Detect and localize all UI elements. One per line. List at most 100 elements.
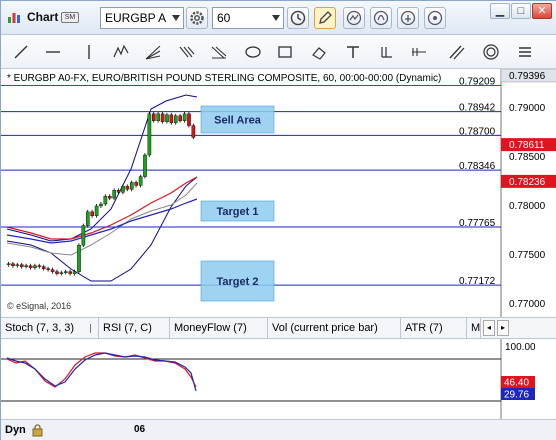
close-icon[interactable] — [90, 324, 96, 333]
symbol-input[interactable]: EURGBP A — [100, 7, 184, 29]
candle-body — [68, 271, 72, 274]
price-marker-label: 0.78236 — [509, 177, 546, 188]
zone-box — [200, 105, 275, 134]
gear-icon — [190, 11, 204, 25]
candle-body — [147, 113, 152, 156]
text-tool-icon — [347, 46, 359, 58]
fan-tool[interactable] — [141, 40, 165, 64]
eraser-icon — [312, 47, 326, 60]
moving-average-red — [6, 176, 198, 240]
level-label: 0.78346 — [459, 161, 496, 172]
candle-body — [42, 266, 46, 269]
price-marker — [501, 138, 556, 152]
studies-icon — [346, 10, 362, 26]
vertical-line-tool[interactable] — [77, 40, 101, 64]
zone-label: Sell Area — [214, 115, 262, 127]
level-label: 0.79209 — [459, 77, 496, 88]
minimize-button[interactable]: ▁ — [490, 3, 510, 19]
stochastic-panel[interactable]: 100.00 46.40 29.76 — [1, 339, 556, 419]
draw-mode-button[interactable] — [314, 7, 336, 29]
cycles-tool[interactable] — [479, 40, 503, 64]
fibonacci-tool[interactable] — [175, 40, 199, 64]
parallel-lines-tool[interactable] — [445, 40, 469, 64]
ellipse-icon — [245, 46, 261, 58]
candle-body — [6, 263, 11, 265]
candle-body — [11, 263, 15, 266]
tab-label: MoneyFlow (7) — [174, 322, 247, 334]
sm-badge[interactable]: SM — [61, 12, 79, 23]
trendline-tool[interactable] — [9, 40, 33, 64]
candle-body — [94, 205, 99, 216]
horizontal-line-tool[interactable] — [41, 40, 65, 64]
regression-icon — [412, 48, 426, 56]
level-label: 0.78700 — [459, 126, 496, 137]
studies-button[interactable] — [343, 7, 365, 29]
tab-atr[interactable]: ATR (7) — [401, 318, 467, 339]
candle-body — [160, 113, 165, 122]
tab-rsi[interactable]: RSI (7, C) — [99, 318, 170, 339]
close-button[interactable]: ✕ — [532, 3, 552, 19]
symbol-settings-button[interactable] — [186, 7, 208, 29]
eraser-tool[interactable] — [307, 40, 331, 64]
gann-tool[interactable] — [207, 40, 231, 64]
bollinger-lower-line — [6, 176, 198, 282]
candle-body — [46, 268, 50, 270]
symbol-value: EURGBP A — [105, 11, 167, 25]
drawing-toolbar — [1, 35, 556, 69]
trade-icon — [400, 10, 416, 26]
settings-button[interactable] — [424, 7, 446, 29]
formula-button[interactable] — [370, 7, 392, 29]
copyright-text: © eSignal, 2016 — [7, 301, 71, 311]
elliott-wave-tool[interactable] — [109, 40, 133, 64]
drawing-menu-tool[interactable] — [513, 40, 537, 64]
zone-label: Target 2 — [217, 276, 259, 288]
stoch-d-value: 29.76 — [504, 390, 529, 401]
tab-more[interactable]: M — [467, 318, 481, 339]
bracket-tool[interactable] — [375, 40, 399, 64]
candle-body — [28, 265, 33, 268]
interval-input[interactable]: 60 — [212, 7, 284, 29]
candle-body — [85, 211, 90, 226]
text-tool[interactable] — [341, 40, 365, 64]
time-template-button[interactable] — [287, 7, 309, 29]
bottom-bar: Dyn 06 — [1, 419, 556, 440]
tab-label: Stoch (7, 3, 3) — [5, 322, 75, 334]
axis-tick-label: 0.78000 — [509, 201, 546, 212]
trade-button[interactable] — [397, 7, 419, 29]
tabs-scroll-right[interactable]: ▸ — [497, 320, 509, 336]
candle-body — [151, 113, 156, 121]
candle-body — [173, 115, 178, 123]
maximize-button[interactable]: □ — [511, 3, 531, 19]
candle-body — [99, 203, 103, 207]
ellipse-tool[interactable] — [241, 40, 265, 64]
moving-average-gray — [6, 182, 198, 256]
chevron-down-icon[interactable] — [272, 15, 280, 21]
tabs-scroll-left[interactable]: ◂ — [483, 320, 495, 336]
tab-moneyflow[interactable]: MoneyFlow (7) — [170, 318, 268, 339]
candle-body — [20, 264, 24, 267]
lock-icon[interactable] — [31, 424, 44, 437]
regression-tool[interactable] — [407, 40, 431, 64]
indicator-tabs: Stoch (7, 3, 3) RSI (7, C) MoneyFlow (7)… — [1, 317, 556, 339]
chart-header: * EURGBP A0-FX, EURO/BRITISH POUND STERL… — [7, 73, 441, 84]
candle-body — [15, 264, 20, 266]
moving-average-blue — [6, 198, 198, 244]
price-chart[interactable]: 0.79209 0.78942 0.78700 0.78346 0.77765 0.771… — [1, 68, 556, 317]
rectangle-tool[interactable] — [273, 40, 297, 64]
dynamic-mode-label[interactable]: Dyn — [5, 424, 26, 436]
candle-body — [81, 225, 86, 246]
title-bar: Chart SM EURGBP A 60 ▁ — [1, 1, 556, 35]
chevron-down-icon[interactable] — [172, 15, 180, 21]
price-marker-label: 0.78611 — [509, 140, 545, 151]
stoch-k-value: 46.40 — [504, 378, 529, 389]
candle-body — [59, 272, 64, 274]
horizontal-line-icon — [46, 51, 60, 53]
tab-label: Vol (current price bar) — [272, 322, 378, 334]
chart-app-icon — [8, 13, 20, 23]
candle-body — [121, 186, 125, 193]
stoch-axis-label: 100.00 — [505, 342, 536, 353]
tab-volume[interactable]: Vol (current price bar) — [268, 318, 401, 339]
pencil-icon — [319, 11, 332, 24]
candle-body — [90, 211, 94, 216]
tab-stoch[interactable]: Stoch (7, 3, 3) — [1, 318, 99, 339]
